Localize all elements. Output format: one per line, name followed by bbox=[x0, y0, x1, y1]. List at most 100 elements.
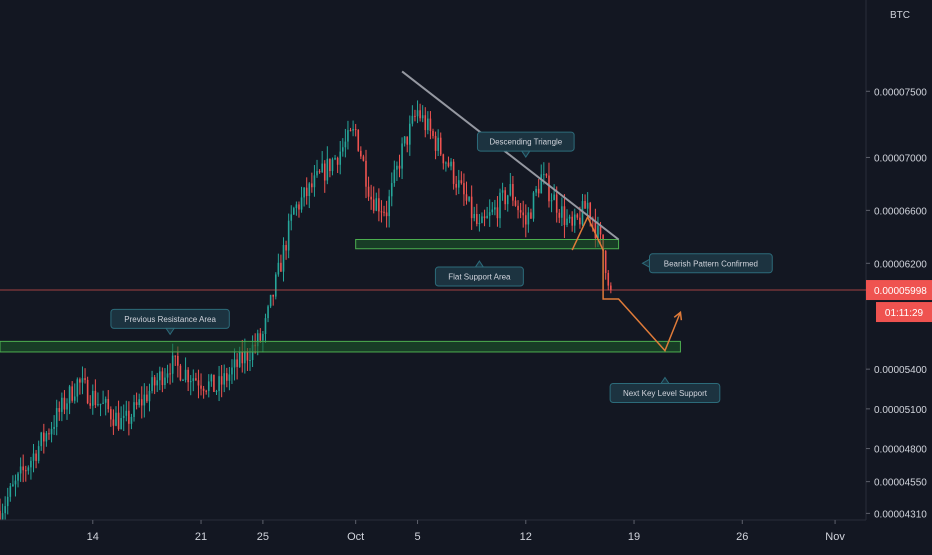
candle-down bbox=[161, 371, 164, 386]
candle-down bbox=[200, 385, 202, 389]
callout-pointer bbox=[520, 150, 531, 158]
candle-up bbox=[427, 118, 429, 131]
candle-up bbox=[339, 151, 342, 165]
candle-up bbox=[540, 174, 543, 194]
x-tick-label: Nov bbox=[825, 531, 845, 543]
candle-up bbox=[293, 208, 295, 215]
candle-up bbox=[481, 216, 483, 223]
candle-up bbox=[586, 202, 589, 209]
candle-down bbox=[545, 174, 548, 176]
candle-down bbox=[604, 250, 607, 273]
bearish-wave-line[interactable] bbox=[571, 215, 682, 353]
callout-label: Previous Resistance Area bbox=[124, 315, 216, 324]
candle-up bbox=[256, 333, 259, 347]
candle-up bbox=[61, 397, 63, 412]
candle-up bbox=[210, 374, 213, 382]
callout-bearish-confirmed[interactable]: Bearish Pattern Confirmed bbox=[641, 253, 773, 274]
candle-up bbox=[344, 141, 347, 148]
candle-down bbox=[280, 262, 282, 272]
candle-up bbox=[331, 159, 334, 172]
callout-descending-triangle[interactable]: Descending Triangle bbox=[476, 131, 575, 158]
candle-up bbox=[66, 403, 68, 410]
candle-down bbox=[24, 470, 27, 472]
candle-down bbox=[455, 183, 457, 188]
callout-label: Bearish Pattern Confirmed bbox=[664, 259, 758, 268]
candle-down bbox=[439, 137, 442, 155]
candle-up bbox=[6, 496, 9, 507]
descending-trendline[interactable] bbox=[401, 70, 620, 241]
candle-up bbox=[308, 183, 311, 197]
candle-up bbox=[437, 137, 439, 151]
candle-up bbox=[277, 262, 280, 275]
callout-next-support[interactable]: Next Key Level Support bbox=[609, 376, 721, 403]
callout-flat-support[interactable]: Flat Support Area bbox=[434, 260, 524, 287]
candle-up bbox=[143, 394, 146, 406]
candle-up bbox=[561, 206, 563, 218]
candle-down bbox=[372, 199, 375, 211]
callout-label: Descending Triangle bbox=[489, 138, 562, 147]
flat-support-zone[interactable] bbox=[355, 238, 620, 250]
candle-up bbox=[189, 381, 192, 383]
candle-down bbox=[236, 359, 238, 367]
candle-down bbox=[298, 204, 300, 210]
y-tick-label: 0.00005400 bbox=[874, 365, 927, 376]
candle-down bbox=[220, 376, 223, 385]
candle-up bbox=[45, 433, 48, 442]
candle-down bbox=[476, 213, 478, 224]
candle-up bbox=[316, 171, 318, 176]
candle-down bbox=[414, 115, 416, 117]
candle-up bbox=[303, 187, 305, 198]
candle-down bbox=[610, 285, 612, 291]
candle-down bbox=[205, 390, 207, 392]
candle-up bbox=[17, 473, 19, 481]
callout-previous-resistance[interactable]: Previous Resistance Area bbox=[110, 308, 230, 336]
candle-up bbox=[207, 381, 210, 392]
x-tick-label: Oct bbox=[347, 531, 364, 543]
candle-down bbox=[589, 202, 592, 219]
callout-pointer bbox=[660, 376, 670, 384]
candle-down bbox=[434, 135, 437, 151]
y-tick-label: 0.00004800 bbox=[874, 445, 927, 456]
candle-up bbox=[30, 460, 32, 468]
previous-resistance-zone[interactable] bbox=[0, 340, 681, 353]
candle-up bbox=[244, 351, 246, 364]
candle-up bbox=[494, 207, 496, 210]
x-tick-label: 14 bbox=[87, 531, 99, 543]
y-axis[interactable]: BTC 0.00007500 0.00007000 0.00006600 0.0000… bbox=[865, 0, 932, 520]
x-tick-label: 26 bbox=[736, 531, 748, 543]
candle-down bbox=[89, 403, 92, 406]
annotations-layer: Previous Resistance Area Descending Trian… bbox=[0, 70, 773, 403]
candle-up bbox=[290, 214, 293, 221]
candle-up bbox=[231, 367, 233, 375]
candle-down bbox=[607, 272, 610, 286]
candle-up bbox=[573, 214, 576, 226]
candle-down bbox=[174, 355, 177, 357]
candle-up bbox=[468, 196, 470, 201]
candle-down bbox=[169, 373, 171, 375]
candle-down bbox=[79, 379, 81, 383]
candle-up bbox=[249, 360, 251, 362]
candle-up bbox=[478, 222, 481, 224]
x-axis[interactable]: 14 21 25 Oct 5 12 19 26 Nov bbox=[0, 519, 932, 550]
candle-up bbox=[416, 110, 419, 117]
candle-down bbox=[84, 378, 86, 380]
candle-down bbox=[360, 150, 362, 157]
candle-up bbox=[192, 378, 195, 382]
candle-down bbox=[385, 212, 388, 217]
candle-up bbox=[411, 115, 414, 124]
candle-down bbox=[442, 154, 445, 164]
candle-up bbox=[597, 225, 599, 239]
candle-down bbox=[452, 161, 455, 184]
candle-up bbox=[37, 446, 40, 461]
current-price-badge bbox=[866, 280, 932, 301]
candle-down bbox=[71, 386, 73, 401]
candle-up bbox=[233, 359, 236, 368]
candle-up bbox=[68, 386, 71, 404]
candle-up bbox=[1, 513, 4, 523]
candle-down bbox=[419, 110, 421, 119]
candle-down bbox=[470, 196, 473, 219]
y-tick-label: 0.00007000 bbox=[874, 153, 927, 164]
candle-down bbox=[514, 200, 517, 206]
